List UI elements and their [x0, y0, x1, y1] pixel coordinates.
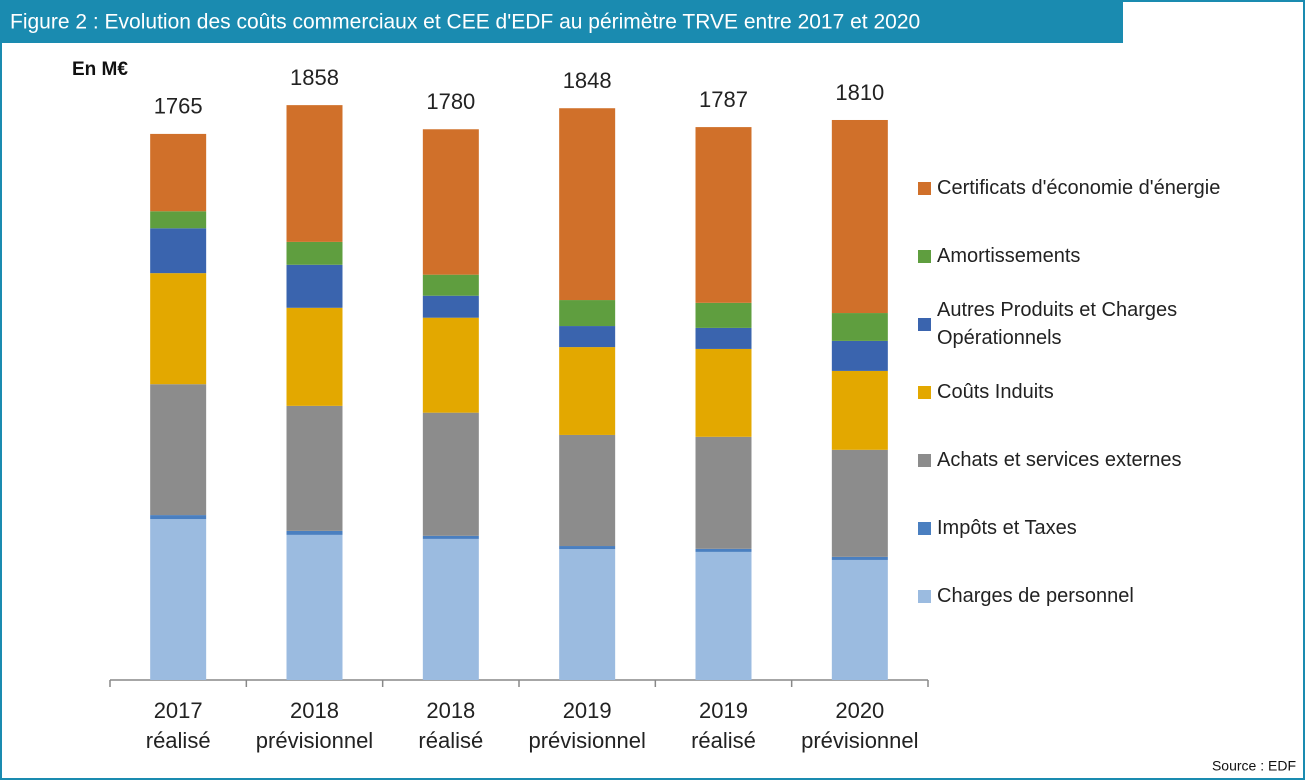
x-tick-label: réalisé: [146, 728, 211, 753]
unit-label: En M€: [72, 59, 128, 80]
bar-segment: [422, 535, 479, 539]
x-tick-label: 2020: [835, 698, 884, 723]
x-tick-label: prévisionnel: [801, 728, 918, 753]
legend-label: Achats et services externes: [937, 449, 1182, 471]
legend-label: Certificats d'économie d'énergie: [937, 177, 1221, 199]
bar-segment: [150, 211, 207, 229]
bar-segment: [150, 133, 207, 212]
bar-segment: [559, 326, 616, 348]
bar-segment: [422, 295, 479, 318]
legend-label: Autres Produits et Charges Opérationnels: [937, 299, 1178, 349]
source: Source : EDF: [1212, 758, 1296, 774]
bar-segment: [831, 449, 888, 557]
legend-item: Coûts Induits: [918, 358, 1263, 426]
legend-item: Impôts et Taxes: [918, 494, 1263, 562]
total-label: 1765: [154, 94, 203, 119]
bar-segment: [150, 519, 207, 680]
x-tick-label: 2019: [563, 698, 612, 723]
legend-label: Amortissements: [937, 245, 1081, 267]
bar-segment: [559, 546, 616, 550]
x-tick-label: réalisé: [418, 728, 483, 753]
x-tick-label: réalisé: [691, 728, 756, 753]
total-label: 1858: [290, 65, 339, 90]
bar-segment: [286, 105, 343, 242]
bar-segment: [831, 370, 888, 450]
legend-label: Impôts et Taxes: [937, 517, 1077, 539]
bar-segment: [150, 228, 207, 274]
bar-segment: [286, 241, 343, 265]
title-banner: [0, 0, 1123, 43]
x-tick-label: prévisionnel: [528, 728, 645, 753]
legend-label: Charges de personnel: [937, 585, 1134, 607]
bar-segment: [695, 327, 752, 349]
bar-segment: [422, 129, 479, 275]
bar-segment: [695, 302, 752, 328]
bar-segment: [150, 384, 207, 516]
bar-segment: [422, 274, 479, 296]
bar-segment: [286, 534, 343, 680]
bar-segment: [559, 347, 616, 435]
bar-segment: [150, 273, 207, 385]
bar-segment: [831, 313, 888, 341]
total-label: 1787: [699, 87, 748, 112]
bar-segment: [559, 549, 616, 680]
legend-item: Amortissements: [918, 222, 1263, 290]
bar-segment: [559, 434, 616, 547]
legend-item: Charges de personnel: [918, 562, 1263, 630]
x-tick-label: 2019: [699, 698, 748, 723]
total-label: 1780: [426, 89, 475, 114]
x-tick-label: 2018: [290, 698, 339, 723]
bar-segment: [286, 307, 343, 406]
bar-segment: [695, 551, 752, 680]
bar-segment: [422, 412, 479, 536]
bar-segment: [286, 405, 343, 531]
bar-segment: [831, 340, 888, 371]
bar-segment: [831, 556, 888, 560]
bar-segment: [150, 515, 207, 520]
total-label: 1848: [563, 68, 612, 93]
legend-swatch: [918, 453, 931, 467]
legend-swatch: [918, 521, 931, 535]
bar-segment: [559, 300, 616, 327]
legend: Certificats d'économie d'énergie Amortiss…: [918, 154, 1263, 630]
legend-item: Autres Produits et Charges Opérationnels: [918, 290, 1263, 358]
legend-swatch: [918, 181, 931, 195]
legend-item: Achats et services externes: [918, 426, 1263, 494]
legend-item: Certificats d'économie d'énergie: [918, 154, 1263, 222]
bar-segment: [695, 548, 752, 552]
bar-segment: [422, 538, 479, 680]
x-tick-label: 2018: [426, 698, 475, 723]
bar-segment: [286, 264, 343, 308]
bar-segment: [422, 317, 479, 413]
legend-swatch: [918, 317, 931, 331]
legend-label: Coûts Induits: [937, 381, 1054, 403]
bar-segment: [695, 436, 752, 549]
legend-swatch: [918, 385, 931, 399]
bar-segment: [831, 119, 888, 314]
bar-segment: [695, 348, 752, 437]
bar-segment: [559, 108, 616, 301]
legend-swatch: [918, 249, 931, 263]
total-label: 1810: [835, 80, 884, 105]
legend-swatch: [918, 589, 931, 603]
bar-segment: [695, 127, 752, 303]
chart-title: Figure 2 : Evolution des coûts commercia…: [10, 11, 920, 34]
x-tick-label: 2017: [154, 698, 203, 723]
bar-segment: [286, 530, 343, 535]
bar-segment: [831, 559, 888, 680]
x-tick-label: prévisionnel: [256, 728, 373, 753]
